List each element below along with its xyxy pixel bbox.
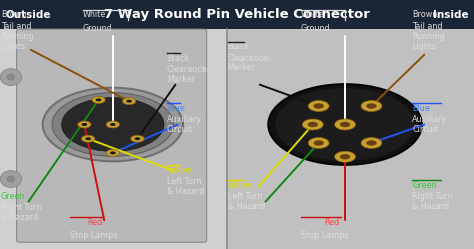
Text: Clearance/: Clearance/ xyxy=(167,65,210,74)
Circle shape xyxy=(92,96,105,103)
Circle shape xyxy=(43,88,183,161)
Text: & Hazard: & Hazard xyxy=(1,213,38,222)
Text: Yellow: Yellow xyxy=(228,181,252,190)
Text: Outside: Outside xyxy=(6,10,51,20)
Circle shape xyxy=(126,100,132,103)
Text: Black: Black xyxy=(228,42,249,51)
Circle shape xyxy=(366,103,377,109)
Text: Left Turn: Left Turn xyxy=(228,192,262,201)
Circle shape xyxy=(366,140,377,146)
Text: Stop Lamps: Stop Lamps xyxy=(301,231,349,240)
Text: Lights: Lights xyxy=(412,42,437,51)
Text: Red: Red xyxy=(325,218,340,227)
Text: Running: Running xyxy=(1,32,34,41)
FancyBboxPatch shape xyxy=(0,29,227,249)
Text: Tail and: Tail and xyxy=(1,22,31,31)
Text: Clearance/: Clearance/ xyxy=(228,54,271,62)
Text: Green: Green xyxy=(1,192,26,201)
Circle shape xyxy=(52,93,173,156)
Circle shape xyxy=(110,151,116,154)
Circle shape xyxy=(335,151,356,162)
Circle shape xyxy=(110,123,116,126)
Ellipse shape xyxy=(7,74,15,81)
Circle shape xyxy=(62,98,164,151)
Circle shape xyxy=(308,137,329,148)
Circle shape xyxy=(361,101,382,112)
Text: Circuit: Circuit xyxy=(167,125,193,134)
Text: Circuit: Circuit xyxy=(412,125,438,134)
Text: Blue: Blue xyxy=(412,104,430,113)
Text: Tail and: Tail and xyxy=(412,22,443,31)
Text: Blue: Blue xyxy=(167,104,184,113)
Circle shape xyxy=(85,137,91,140)
Text: Lights: Lights xyxy=(1,42,25,51)
Text: & Hazard: & Hazard xyxy=(167,187,204,196)
Text: Auxiliary: Auxiliary xyxy=(167,115,202,124)
Circle shape xyxy=(135,137,140,140)
Circle shape xyxy=(340,154,350,159)
Circle shape xyxy=(302,119,323,130)
Ellipse shape xyxy=(7,176,15,183)
Text: Green: Green xyxy=(412,181,437,190)
Text: Brown: Brown xyxy=(412,10,438,19)
Text: Left Turn: Left Turn xyxy=(167,177,201,186)
Text: Stop Lamps: Stop Lamps xyxy=(70,231,118,240)
Circle shape xyxy=(106,149,119,156)
FancyBboxPatch shape xyxy=(17,29,207,242)
Text: Right Turn: Right Turn xyxy=(1,203,41,212)
Text: 7 Way Round Pin Vehicle Connector: 7 Way Round Pin Vehicle Connector xyxy=(104,8,370,21)
Text: Black: Black xyxy=(167,54,189,62)
Circle shape xyxy=(275,88,415,161)
Circle shape xyxy=(78,121,91,128)
Circle shape xyxy=(340,122,350,127)
Ellipse shape xyxy=(0,171,21,187)
Text: & Hazard: & Hazard xyxy=(412,202,450,211)
Circle shape xyxy=(361,137,382,148)
Circle shape xyxy=(106,121,119,128)
Text: Auxiliary: Auxiliary xyxy=(412,115,447,124)
Text: Marker: Marker xyxy=(228,63,255,72)
Circle shape xyxy=(122,98,136,105)
Text: Right Turn: Right Turn xyxy=(412,192,453,201)
FancyBboxPatch shape xyxy=(0,0,474,29)
Text: & Hazard: & Hazard xyxy=(228,202,265,211)
Circle shape xyxy=(96,98,101,101)
Circle shape xyxy=(268,84,422,165)
Circle shape xyxy=(335,119,356,130)
Circle shape xyxy=(82,135,95,142)
Text: Ground: Ground xyxy=(83,24,112,33)
Text: Running: Running xyxy=(412,32,445,41)
Text: Red: Red xyxy=(88,218,103,227)
Circle shape xyxy=(308,122,318,127)
FancyBboxPatch shape xyxy=(0,29,474,249)
Circle shape xyxy=(313,140,324,146)
Circle shape xyxy=(313,103,324,109)
Text: Marker: Marker xyxy=(167,75,195,84)
FancyBboxPatch shape xyxy=(227,29,474,249)
Text: White: White xyxy=(301,10,324,19)
Ellipse shape xyxy=(0,69,21,86)
Text: Brown: Brown xyxy=(1,10,26,19)
Text: Yellow: Yellow xyxy=(167,166,191,175)
Text: White: White xyxy=(83,10,106,19)
Text: Ground: Ground xyxy=(301,24,331,33)
Circle shape xyxy=(131,135,144,142)
Text: Inside: Inside xyxy=(433,10,468,20)
Circle shape xyxy=(308,101,329,112)
Circle shape xyxy=(82,123,87,126)
